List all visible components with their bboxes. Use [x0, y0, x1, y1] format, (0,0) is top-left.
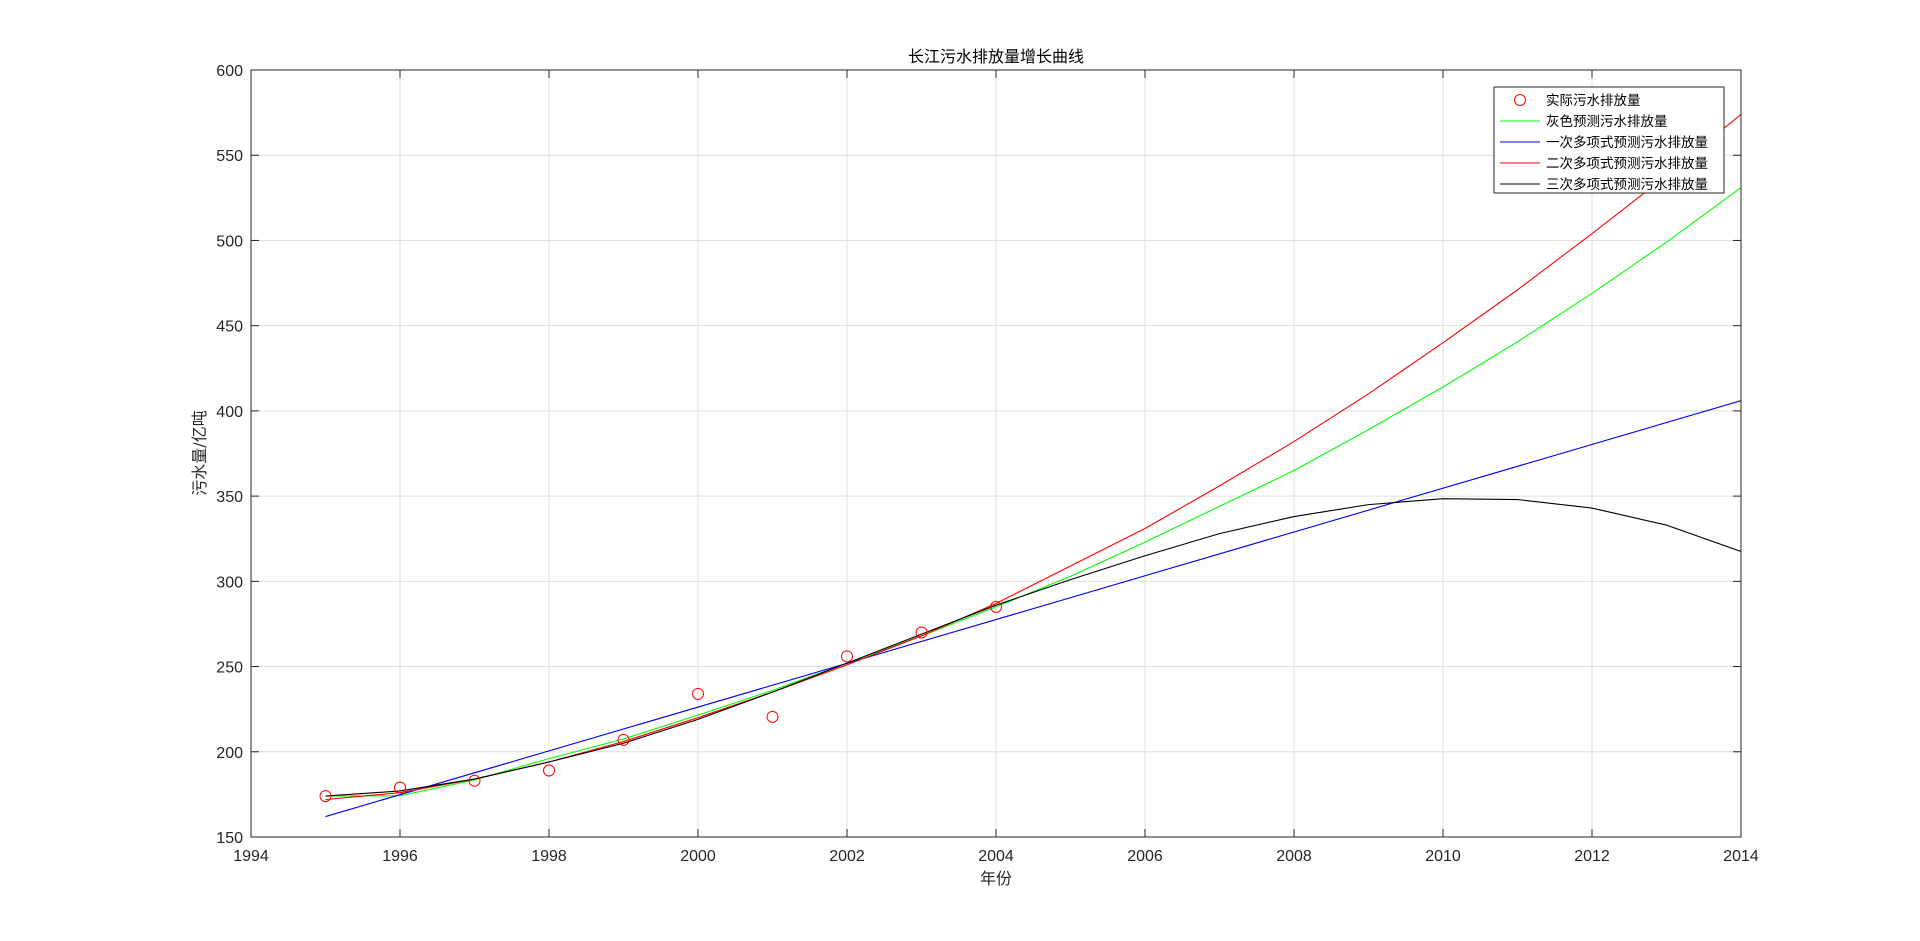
- y-tick-label: 250: [216, 660, 243, 677]
- x-tick-label: 2012: [1574, 848, 1610, 865]
- y-tick-labels: 150 200 250 300 350 400 450 500 550 600: [216, 63, 243, 847]
- legend: 实际污水排放量灰色预测污水排放量一次多项式预测污水排放量二次多项式预测污水排放量…: [1493, 86, 1725, 194]
- y-tick-label: 400: [216, 404, 243, 421]
- y-tick-label: 600: [216, 63, 243, 80]
- x-tick-labels: 1994 1996 1998 2000 2002 2004 2006 2008 2010 2012…: [233, 848, 1759, 865]
- y-tick-label: 150: [216, 830, 243, 847]
- legend-label: 实际污水排放量: [1546, 93, 1641, 109]
- legend-label: 一次多项式预测污水排放量: [1546, 134, 1708, 151]
- y-tick-label: 300: [216, 574, 243, 591]
- legend-label: 灰色预测污水排放量: [1546, 113, 1668, 130]
- legend-items: 实际污水排放量灰色预测污水排放量一次多项式预测污水排放量二次多项式预测污水排放量…: [1500, 93, 1708, 193]
- legend-box: [1493, 86, 1725, 194]
- data-point-marker: [766, 710, 779, 723]
- series-lines: [325, 113, 1741, 818]
- x-tick-label: 1994: [233, 848, 269, 865]
- data-point-marker: [468, 774, 481, 787]
- grid-lines: [251, 70, 1741, 837]
- data-point-marker: [990, 600, 1002, 613]
- axis-ticks: [250, 69, 1742, 838]
- y-tick-label: 200: [216, 745, 243, 762]
- x-tick-label: 1996: [382, 848, 418, 865]
- legend-label: 三次多项式预测污水排放量: [1546, 176, 1708, 193]
- data-point-marker: [915, 626, 928, 639]
- data-point-marker: [617, 733, 630, 746]
- x-tick-label: 2004: [978, 848, 1014, 865]
- chart-title: 长江污水排放量增长曲线: [908, 47, 1084, 66]
- data-markers: [319, 600, 1002, 803]
- data-point-marker: [543, 764, 555, 777]
- y-tick-label: 450: [216, 319, 243, 336]
- data-point-marker: [319, 790, 332, 803]
- series-line-4: [325, 498, 1741, 797]
- x-tick-label: 1998: [531, 848, 567, 865]
- x-tick-label: 2010: [1425, 848, 1461, 865]
- y-axis-label: 污水量/亿吨: [190, 410, 209, 495]
- data-point-marker: [692, 687, 704, 700]
- x-tick-label: 2014: [1723, 848, 1759, 865]
- x-tick-label: 2002: [829, 848, 865, 865]
- series-line-1: [325, 187, 1741, 797]
- data-point-marker: [394, 781, 406, 794]
- y-tick-label: 500: [216, 233, 243, 250]
- x-axis-label: 年份: [980, 869, 1012, 888]
- data-point-marker: [841, 650, 853, 663]
- y-tick-label: 350: [216, 489, 243, 506]
- x-tick-label: 2000: [680, 848, 716, 865]
- x-tick-label: 2006: [1127, 848, 1163, 865]
- legend-label: 二次多项式预测污水排放量: [1546, 155, 1708, 172]
- y-tick-label: 550: [216, 148, 243, 165]
- legend-marker-icon: [1514, 94, 1526, 106]
- series-line-2: [325, 400, 1741, 818]
- x-tick-label: 2008: [1276, 848, 1312, 865]
